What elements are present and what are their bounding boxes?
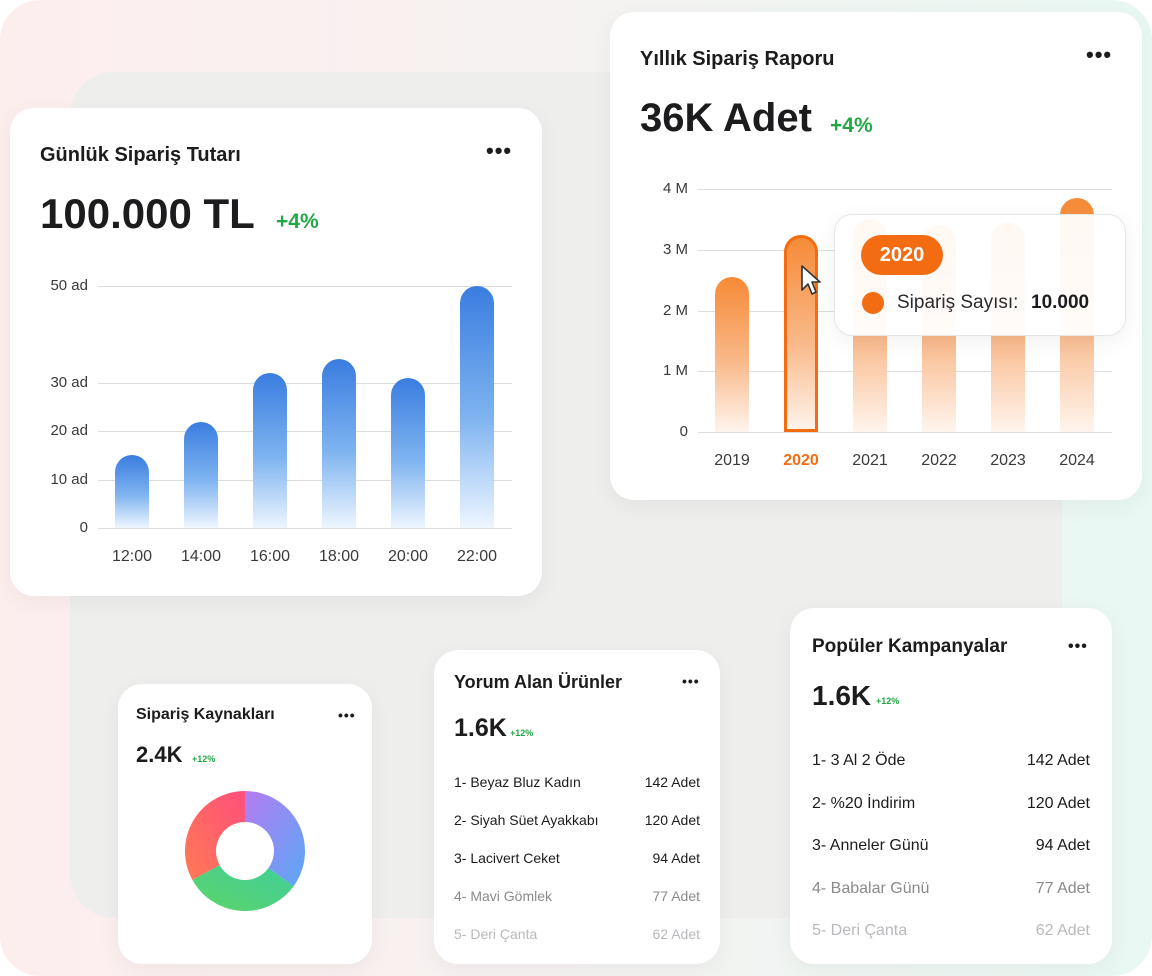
list-item-value: 62 Adet (1035, 922, 1090, 939)
x-tick-label: 18:00 (318, 548, 360, 565)
popular-campaigns-card: Popüler Kampanyalar ••• 1.6K +12% 1- 3 A… (790, 608, 1112, 964)
tooltip-value: 10.000 (1031, 292, 1090, 313)
y-tick-label: 0 (79, 519, 88, 536)
x-tick-label: 2019 (714, 452, 750, 469)
y-tick-label: 50 ad (50, 277, 88, 294)
campaigns-delta: +12% (876, 696, 900, 706)
bar (184, 421, 218, 528)
list-item-label: 2- Siyah Süet Ayakkabı (454, 812, 599, 828)
yearly-delta: +4% (830, 114, 873, 137)
gridline (698, 432, 1112, 433)
daily-delta: +4% (276, 210, 319, 233)
list-item-label: 4- Mavi Gömlek (454, 888, 553, 904)
daily-orders-card: Günlük Sipariş Tutarı ••• 100.000 TL +4%… (10, 108, 542, 596)
list-item-label: 1- 3 Al 2 Öde (812, 752, 906, 769)
gridline (698, 371, 1112, 373)
chart-tooltip: 2020 Sipariş Sayısı: 10.000 (834, 214, 1126, 336)
card-title: Yıllık Sipariş Raporu (640, 48, 835, 70)
list-item-value: 142 Adet (1026, 752, 1090, 769)
x-tick-label: 20:00 (387, 548, 429, 565)
card-title: Yorum Alan Ürünler (454, 672, 623, 692)
list-item-value: 77 Adet (652, 888, 701, 904)
reviews-delta: +12% (510, 728, 534, 738)
daily-bar-chart: 0 10 ad 20 ad 30 ad 50 ad 12:00 14:00 16:00 18:0… (10, 108, 542, 596)
more-horizontal-icon[interactable]: ••• (1068, 638, 1088, 655)
bar (115, 455, 149, 528)
gridline (98, 479, 512, 481)
list-item-value: 142 Adet (644, 774, 700, 790)
bar-highlighted (784, 234, 818, 432)
card-title: Popüler Kampanyalar (812, 636, 1008, 657)
list-item-value: 62 Adet (652, 926, 701, 942)
tooltip-label: Sipariş Sayısı: (897, 292, 1019, 313)
yearly-amount: 36K Adet (640, 96, 812, 140)
list-item-value: 120 Adet (1026, 794, 1090, 812)
x-tick-label: 2022 (921, 452, 957, 469)
gridline (98, 286, 512, 287)
bar (460, 286, 494, 528)
x-tick-label: 16:00 (249, 548, 291, 565)
reviews-amount: 1.6K (454, 714, 507, 742)
yearly-bar-chart: 0 1 M 2 M 3 M 4 M 2019 2020 2021 2022 2023 2024 (610, 12, 1142, 500)
bar (253, 373, 287, 528)
donut-segment-purple-blue (245, 791, 305, 887)
gridline (98, 528, 512, 529)
gridline (98, 431, 512, 433)
y-tick-label: 10 ad (50, 470, 88, 488)
campaigns-amount: 1.6K (812, 680, 872, 711)
card-title: Sipariş Kaynakları (136, 706, 275, 723)
bar (391, 377, 425, 528)
order-sources-card: Sipariş Kaynakları ••• 2.4K +12% (118, 684, 372, 964)
gridline (98, 382, 512, 384)
y-tick-label: 2 M (662, 301, 688, 319)
x-tick-label: 2021 (852, 452, 888, 469)
sources-delta: +12% (192, 754, 216, 764)
gridline (698, 189, 1112, 190)
list-item-label: 1- Beyaz Bluz Kadın (454, 774, 581, 790)
tooltip-legend-dot (862, 292, 884, 314)
list-item-label: 3- Lacivert Ceket (454, 850, 560, 866)
donut-segment-green (192, 864, 294, 911)
sources-donut-chart (185, 791, 305, 911)
mouse-cursor-icon (801, 265, 821, 295)
more-horizontal-icon[interactable]: ••• (338, 707, 356, 723)
donut-segment-red (185, 791, 245, 880)
list-item-value: 94 Adet (652, 850, 701, 866)
list-item-label: 5- Deri Çanta (812, 922, 908, 939)
bar (322, 358, 356, 528)
list-item-value: 77 Adet (1035, 879, 1090, 897)
list-item-value: 120 Adet (644, 812, 700, 828)
more-horizontal-icon[interactable]: ••• (682, 673, 700, 689)
reviewed-products-card: Yorum Alan Ürünler ••• 1.6K +12% 1- Beya… (434, 650, 720, 964)
bar (715, 277, 749, 432)
card-title: Günlük Sipariş Tutarı (40, 144, 241, 166)
y-tick-label: 1 M (662, 362, 688, 380)
x-tick-label: 22:00 (456, 548, 498, 565)
list-item-value: 94 Adet (1035, 837, 1090, 854)
list-item-label: 4- Babalar Günü (812, 879, 930, 897)
y-tick-label: 3 M (662, 240, 688, 258)
x-tick-label: 2023 (990, 452, 1026, 469)
x-tick-label: 2024 (1059, 452, 1095, 469)
x-tick-label: 12:00 (111, 548, 153, 565)
y-tick-label: 30 ad (50, 373, 88, 391)
y-tick-label: 20 ad (50, 422, 88, 440)
list-item-label: 2- %20 İndirim (812, 794, 916, 812)
daily-amount: 100.000 TL (40, 190, 255, 237)
x-tick-label: 2020 (783, 452, 819, 469)
x-tick-label: 14:00 (180, 548, 222, 565)
y-tick-label: 0 (679, 423, 688, 440)
tooltip-year-badge: 2020 (861, 235, 943, 275)
list-item-label: 5- Deri Çanta (454, 926, 538, 942)
y-tick-label: 4 M (662, 180, 688, 197)
sources-amount: 2.4K (136, 742, 183, 767)
list-item-label: 3- Anneler Günü (812, 837, 929, 854)
